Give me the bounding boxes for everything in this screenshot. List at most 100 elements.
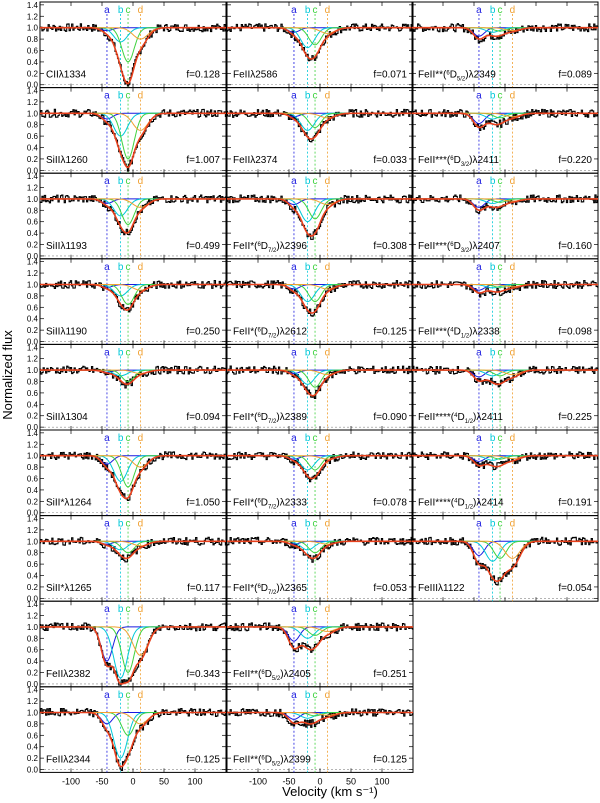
line-label: FeII*(6D7/2)λ2389 xyxy=(233,412,307,425)
y-tick-label: 0.0 xyxy=(27,680,39,689)
line-label: FeII****(4D1/2)λ2411 xyxy=(418,412,503,425)
y-tick-label: 1.4 xyxy=(27,86,39,95)
component-label: b xyxy=(490,262,496,273)
component-label: d xyxy=(138,176,144,187)
y-tick-label: 0.6 xyxy=(27,218,39,227)
component-label: b xyxy=(118,262,124,273)
observed-spectrum xyxy=(39,451,227,502)
component-fit xyxy=(40,712,226,736)
component-label: d xyxy=(325,604,331,615)
y-tick-label: 0.4 xyxy=(27,743,39,752)
oscillator-strength-label: f=0.191 xyxy=(558,498,592,509)
line-label: FeIIIλ1122 xyxy=(418,583,465,594)
y-tick-label: 1.4 xyxy=(27,429,39,438)
observed-spectrum xyxy=(411,280,599,298)
component-fit xyxy=(40,626,226,656)
total-fit xyxy=(412,112,598,129)
observed-spectrum xyxy=(226,280,414,317)
spectrum-panel: a b c d FeII***(4D1/2)λ2338 f=0.098 xyxy=(411,258,599,345)
y-tick-label: 1.4 xyxy=(27,343,39,352)
y-tick-label: 0.4 xyxy=(27,572,39,581)
oscillator-strength-label: f=0.128 xyxy=(186,70,220,81)
component-label: c xyxy=(126,91,131,102)
spectrum-panel: a b c d FeII***(6D3/2)λ2411 f=0.220 xyxy=(411,87,599,174)
component-label: b xyxy=(305,690,311,701)
component-label: d xyxy=(138,347,144,358)
y-tick-label: 1.0 xyxy=(27,366,39,375)
line-label: SiIIλ1193 xyxy=(46,241,87,252)
component-label: a xyxy=(476,5,482,16)
component-label: c xyxy=(498,347,503,358)
component-label: b xyxy=(490,176,496,187)
y-tick-label: 0.4 xyxy=(27,486,39,495)
y-tick-label: 0.8 xyxy=(27,549,39,558)
total-fit xyxy=(227,626,413,651)
x-tick-label: 0 xyxy=(130,776,135,786)
oscillator-strength-label: f=0.125 xyxy=(373,326,407,337)
line-label: FeII***(6D3/2)λ2407 xyxy=(418,241,500,254)
spectrum-panel: 0.0 0.2 0.4 0.6 0.8 1.0 1.2 1.4 a b c d FeIIλ2382 f=0… xyxy=(27,600,227,689)
component-label: b xyxy=(490,433,496,444)
oscillator-strength-label: f=0.033 xyxy=(373,155,407,166)
component-label: d xyxy=(138,604,144,615)
component-label: a xyxy=(291,604,297,615)
oscillator-strength-label: f=0.225 xyxy=(558,412,592,423)
y-tick-label: 0.2 xyxy=(27,326,39,335)
oscillator-strength-label: f=0.160 xyxy=(558,241,592,252)
x-tick-label: -50 xyxy=(95,776,108,786)
y-tick-label: 1.2 xyxy=(27,269,39,278)
component-label: d xyxy=(138,690,144,701)
oscillator-strength-label: f=0.250 xyxy=(186,326,220,337)
component-label: c xyxy=(126,519,131,530)
y-tick-label: 0.0 xyxy=(27,252,39,261)
oscillator-strength-label: f=0.308 xyxy=(373,241,407,252)
y-tick-label: 0.6 xyxy=(27,646,39,655)
component-label: c xyxy=(498,5,503,16)
component-label: b xyxy=(118,5,124,16)
component-label: c xyxy=(313,519,318,530)
total-fit xyxy=(40,369,226,386)
spectrum-panel: a b c d FeII*(6D7/2)λ2396 f=0.308 xyxy=(226,172,414,260)
x-axis-label: Velocity (km s⁻¹) xyxy=(282,784,378,799)
line-label: FeII**(6D5/2)λ2405 xyxy=(233,669,311,682)
observed-spectrum xyxy=(226,108,414,143)
oscillator-strength-label: f=0.089 xyxy=(558,70,592,81)
observed-spectrum xyxy=(226,365,414,399)
line-label: FeII**(6D5/2)λ2399 xyxy=(233,754,311,767)
total-fit xyxy=(227,26,413,60)
total-fit xyxy=(227,711,413,725)
spectrum-panel: a b c d FeII****(4D1/2)λ2411 f=0.225 xyxy=(411,343,599,431)
spectrum-panel: a b c d FeII**(6D5/2)λ2405 f=0.251 xyxy=(226,600,414,688)
x-tick-label: 100 xyxy=(187,776,202,786)
y-tick-label: 0.0 xyxy=(27,166,39,175)
oscillator-strength-label: f=0.117 xyxy=(187,583,220,594)
y-tick-label: 1.0 xyxy=(27,280,39,289)
total-fit xyxy=(40,112,226,169)
y-tick-label: 0.2 xyxy=(27,241,39,250)
component-label: a xyxy=(476,347,482,358)
component-label: c xyxy=(498,433,503,444)
component-label: c xyxy=(126,5,131,16)
line-label: FeIIλ2344 xyxy=(46,754,91,765)
y-tick-label: 1.2 xyxy=(27,611,39,620)
oscillator-strength-label: f=0.053 xyxy=(373,583,407,594)
total-fit xyxy=(40,626,226,685)
component-fit xyxy=(40,27,226,63)
spectrum-panel: a b c d FeIIλ2374 f=0.033 xyxy=(226,87,414,174)
y-tick-label: 0.0 xyxy=(27,766,39,775)
component-label: b xyxy=(118,91,124,102)
component-label: c xyxy=(313,176,318,187)
y-tick-label: 0.2 xyxy=(27,69,39,78)
component-label: c xyxy=(498,519,503,530)
component-label: c xyxy=(126,347,131,358)
component-label: b xyxy=(490,91,496,102)
component-label: d xyxy=(510,347,516,358)
total-fit xyxy=(412,454,598,468)
component-label: a xyxy=(104,433,110,444)
y-tick-label: 0.8 xyxy=(27,720,39,729)
y-tick-label: 0.2 xyxy=(27,497,39,506)
spectrum-panel: a b c d FeII*(6D7/2)λ2612 f=0.125 xyxy=(226,258,414,345)
component-label: c xyxy=(313,91,318,102)
spectrum-panel: a b c d FeII*(6D7/2)λ2365 f=0.053 xyxy=(226,515,414,602)
component-label: d xyxy=(325,5,331,16)
